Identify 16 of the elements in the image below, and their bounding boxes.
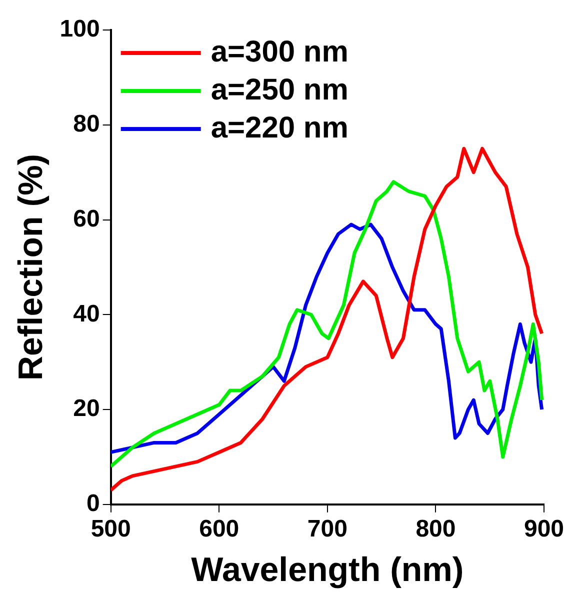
y-tick-label: 80 xyxy=(73,110,100,138)
x-axis-title: Wavelength (nm) xyxy=(191,550,464,589)
x-tick-label: 600 xyxy=(199,515,240,542)
y-tick-label: 40 xyxy=(73,300,100,328)
legend-label: a=250 nm xyxy=(210,73,348,106)
legend-label: a=220 nm xyxy=(210,111,348,144)
legend-label: a=300 nm xyxy=(210,35,348,68)
y-axis-title: Reflection (%) xyxy=(12,154,50,381)
x-tick-label: 700 xyxy=(307,515,348,542)
y-tick-label: 20 xyxy=(73,395,100,422)
x-tick-label: 900 xyxy=(524,515,564,542)
y-tick-label: 100 xyxy=(60,16,100,43)
y-tick-label: 0 xyxy=(86,490,100,518)
x-tick-label: 800 xyxy=(416,515,456,542)
y-tick-label: 60 xyxy=(73,205,100,232)
x-tick-label: 500 xyxy=(90,515,131,542)
